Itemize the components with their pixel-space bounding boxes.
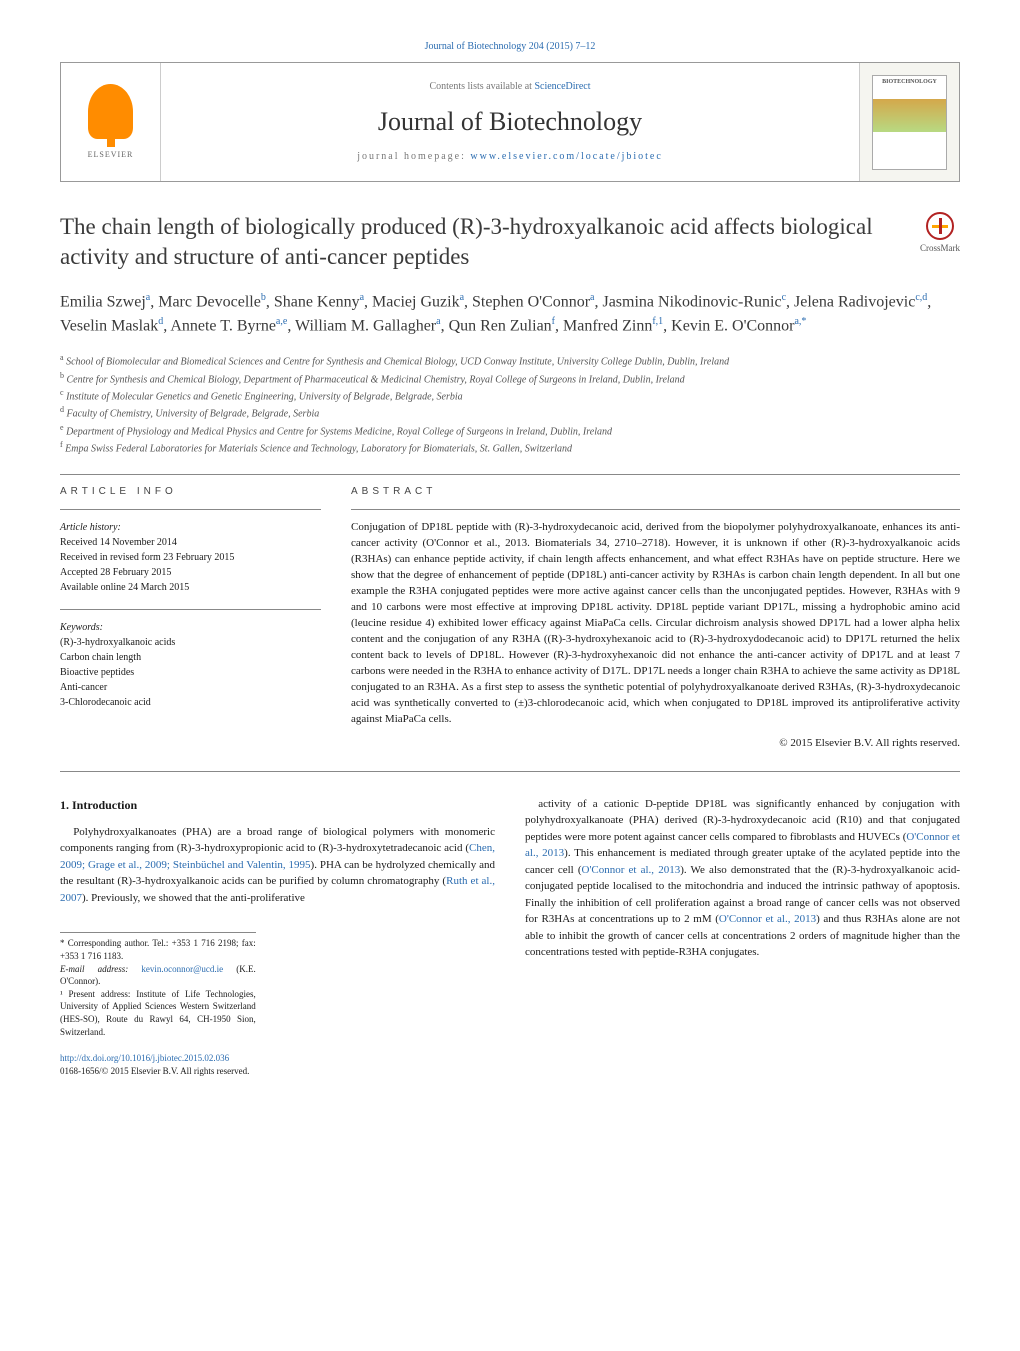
affiliation: a School of Biomolecular and Biomedical … xyxy=(60,352,960,369)
keyword: Bioactive peptides xyxy=(60,665,321,680)
homepage-line: journal homepage: www.elsevier.com/locat… xyxy=(357,150,663,164)
divider xyxy=(60,474,960,475)
crossmark-label: CrossMark xyxy=(920,242,960,255)
abstract-column: abstract Conjugation of DP18L peptide wi… xyxy=(351,485,960,751)
keyword: Carbon chain length xyxy=(60,650,321,665)
crossmark-icon xyxy=(926,212,954,240)
elsevier-logo: ELSEVIER xyxy=(81,82,141,162)
article-info-column: article info Article history: Received 1… xyxy=(60,485,321,751)
journal-cover-box: BIOTECHNOLOGY xyxy=(859,63,959,181)
affiliation: d Faculty of Chemistry, University of Be… xyxy=(60,404,960,421)
intro-para-1: Polyhydroxyalkanoates (PHA) are a broad … xyxy=(60,824,495,907)
homepage-prefix: journal homepage: xyxy=(357,151,470,162)
citation-link[interactable]: Journal of Biotechnology 204 (2015) 7–12 xyxy=(425,41,596,52)
header-citation: Journal of Biotechnology 204 (2015) 7–12 xyxy=(60,40,960,54)
history-line: Available online 24 March 2015 xyxy=(60,580,321,595)
citation-link[interactable]: O'Connor et al., 2013 xyxy=(719,913,816,925)
publisher-logo-box: ELSEVIER xyxy=(61,63,161,181)
keywords-block: Keywords: (R)-3-hydroxyalkanoic acidsCar… xyxy=(60,620,321,710)
authors-list: Emilia Szweja, Marc Devocelleb, Shane Ke… xyxy=(60,290,960,339)
citation-link[interactable]: O'Connor et al., 2013 xyxy=(582,864,681,876)
masthead-center: Contents lists available at ScienceDirec… xyxy=(161,63,859,181)
divider xyxy=(60,609,321,610)
divider xyxy=(351,509,960,510)
citation-link[interactable]: O'Connor et al., 2013 xyxy=(525,831,960,860)
sciencedirect-link[interactable]: ScienceDirect xyxy=(534,81,590,92)
email-label: E-mail address: xyxy=(60,964,141,974)
abstract-text: Conjugation of DP18L peptide with (R)-3-… xyxy=(351,520,960,727)
contents-line: Contents lists available at ScienceDirec… xyxy=(429,80,590,94)
page-footer: http://dx.doi.org/10.1016/j.jbiotec.2015… xyxy=(60,1052,960,1077)
email-line: E-mail address: kevin.oconnor@ucd.ie (K.… xyxy=(60,963,256,988)
abstract-copyright: © 2015 Elsevier B.V. All rights reserved… xyxy=(351,736,960,751)
body-column-left: 1. Introduction Polyhydroxyalkanoates (P… xyxy=(60,796,495,1038)
citation-link[interactable]: Ruth et al., 2007 xyxy=(60,875,495,904)
homepage-link[interactable]: www.elsevier.com/locate/jbiotec xyxy=(470,151,662,162)
footnotes: * Corresponding author. Tel.: +353 1 716… xyxy=(60,932,256,1038)
history-label: Article history: xyxy=(60,520,321,535)
keyword: (R)-3-hydroxyalkanoic acids xyxy=(60,635,321,650)
article-history: Article history: Received 14 November 20… xyxy=(60,520,321,595)
doi-link[interactable]: http://dx.doi.org/10.1016/j.jbiotec.2015… xyxy=(60,1053,229,1063)
present-address-note: ¹ Present address: Institute of Life Tec… xyxy=(60,988,256,1038)
affiliation: e Department of Physiology and Medical P… xyxy=(60,422,960,439)
history-line: Received 14 November 2014 xyxy=(60,535,321,550)
elsevier-tree-icon xyxy=(88,84,133,139)
keyword: Anti-cancer xyxy=(60,680,321,695)
affiliation: b Centre for Synthesis and Chemical Biol… xyxy=(60,370,960,387)
citation-link[interactable]: Chen, 2009; Grage et al., 2009; Steinbüc… xyxy=(60,842,495,871)
issn-copyright: 0168-1656/© 2015 Elsevier B.V. All right… xyxy=(60,1066,249,1076)
intro-para-2: activity of a cationic D-peptide DP18L w… xyxy=(525,796,960,961)
keywords-label: Keywords: xyxy=(60,620,321,635)
journal-name: Journal of Biotechnology xyxy=(378,104,642,140)
body-columns: 1. Introduction Polyhydroxyalkanoates (P… xyxy=(60,796,960,1038)
corresponding-author-note: * Corresponding author. Tel.: +353 1 716… xyxy=(60,937,256,962)
article-title: The chain length of biologically produce… xyxy=(60,212,900,272)
contents-prefix: Contents lists available at xyxy=(429,81,534,92)
publisher-name: ELSEVIER xyxy=(88,149,134,160)
article-info-head: article info xyxy=(60,485,321,499)
affiliations-list: a School of Biomolecular and Biomedical … xyxy=(60,352,960,456)
divider xyxy=(60,771,960,772)
affiliation: f Empa Swiss Federal Laboratories for Ma… xyxy=(60,439,960,456)
crossmark-badge[interactable]: CrossMark xyxy=(920,212,960,255)
affiliation: c Institute of Molecular Genetics and Ge… xyxy=(60,387,960,404)
history-line: Received in revised form 23 February 201… xyxy=(60,550,321,565)
abstract-head: abstract xyxy=(351,485,960,499)
email-link[interactable]: kevin.oconnor@ucd.ie xyxy=(141,964,223,974)
journal-cover-thumbnail: BIOTECHNOLOGY xyxy=(872,75,947,170)
section-1-head: 1. Introduction xyxy=(60,796,495,814)
keyword: 3-Chlorodecanoic acid xyxy=(60,695,321,710)
history-line: Accepted 28 February 2015 xyxy=(60,565,321,580)
journal-cover-title: BIOTECHNOLOGY xyxy=(873,76,946,86)
divider xyxy=(60,509,321,510)
body-column-right: activity of a cationic D-peptide DP18L w… xyxy=(525,796,960,1038)
masthead: ELSEVIER Contents lists available at Sci… xyxy=(60,62,960,182)
